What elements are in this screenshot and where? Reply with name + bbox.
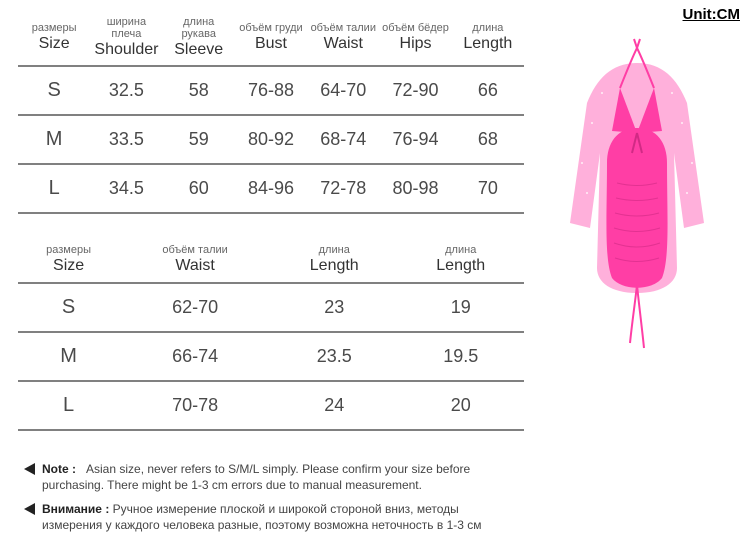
- cell: 66-74: [119, 332, 271, 381]
- cell: 24: [271, 381, 398, 430]
- cell: 34.5: [90, 164, 162, 213]
- cell: 20: [397, 381, 524, 430]
- cell: 68-74: [307, 115, 379, 164]
- size-table-secondary: размерыSize объём талииWaist длинаLength…: [18, 240, 524, 430]
- cell: 64-70: [307, 66, 379, 115]
- cell: 66: [452, 66, 524, 115]
- cell: 58: [163, 66, 235, 115]
- cell: 80-92: [235, 115, 307, 164]
- col-length-1: длинаLength: [271, 240, 398, 282]
- cell: 68: [452, 115, 524, 164]
- col-length-2: длинаLength: [397, 240, 524, 282]
- col-waist: объём талииWaist: [307, 12, 379, 66]
- size-table-main: размерыSize ширина плечаShoulder длина р…: [18, 12, 524, 214]
- cell: 72-78: [307, 164, 379, 213]
- note-en-text: Asian size, never refers to S/M/L simply…: [42, 462, 470, 492]
- cell: 62-70: [119, 283, 271, 332]
- cell: 76-88: [235, 66, 307, 115]
- cell: S: [18, 283, 119, 332]
- note-en-label: Note :: [42, 462, 76, 476]
- cell: 76-94: [379, 115, 451, 164]
- note-ru: Внимание : Ручное измерение плоской и ши…: [18, 501, 524, 533]
- col-shoulder: ширина плечаShoulder: [90, 12, 162, 66]
- table-row: L 70-78 24 20: [18, 381, 524, 430]
- cell: 59: [163, 115, 235, 164]
- col-sleeve: длина рукаваSleeve: [163, 12, 235, 66]
- bullet-icon: [24, 503, 42, 515]
- note-ru-label: Внимание :: [42, 502, 109, 516]
- cell: 32.5: [90, 66, 162, 115]
- cell: S: [18, 66, 90, 115]
- cell: 33.5: [90, 115, 162, 164]
- cell: L: [18, 381, 119, 430]
- cell: 19: [397, 283, 524, 332]
- table-row: M 66-74 23.5 19.5: [18, 332, 524, 381]
- cell: M: [18, 115, 90, 164]
- notes-section: Note : Asian size, never refers to S/M/L…: [18, 461, 524, 534]
- col-bust: объём грудиBust: [235, 12, 307, 66]
- col-size: размерыSize: [18, 240, 119, 282]
- size-tables-panel: размерыSize ширина плечаShoulder длина р…: [18, 6, 532, 549]
- col-hips: объём бёдерHips: [379, 12, 451, 66]
- cell: 23: [271, 283, 398, 332]
- unit-label: Unit:CM: [532, 6, 742, 23]
- table-row: L 34.5 60 84-96 72-78 80-98 70: [18, 164, 524, 213]
- cell: 80-98: [379, 164, 451, 213]
- bullet-icon: [24, 463, 42, 475]
- col-length: длинаLength: [452, 12, 524, 66]
- cell: 72-90: [379, 66, 451, 115]
- cell: L: [18, 164, 90, 213]
- note-en: Note : Asian size, never refers to S/M/L…: [18, 461, 524, 493]
- cell: 70: [452, 164, 524, 213]
- cell: 60: [163, 164, 235, 213]
- col-size: размерыSize: [18, 12, 90, 66]
- product-image: [542, 33, 732, 363]
- cell: 23.5: [271, 332, 398, 381]
- cell: 70-78: [119, 381, 271, 430]
- col-waist: объём талииWaist: [119, 240, 271, 282]
- table-row: S 32.5 58 76-88 64-70 72-90 66: [18, 66, 524, 115]
- cell: 84-96: [235, 164, 307, 213]
- product-panel: Unit:CM: [532, 6, 742, 549]
- table-row: S 62-70 23 19: [18, 283, 524, 332]
- cell: M: [18, 332, 119, 381]
- cell: 19.5: [397, 332, 524, 381]
- table-row: M 33.5 59 80-92 68-74 76-94 68: [18, 115, 524, 164]
